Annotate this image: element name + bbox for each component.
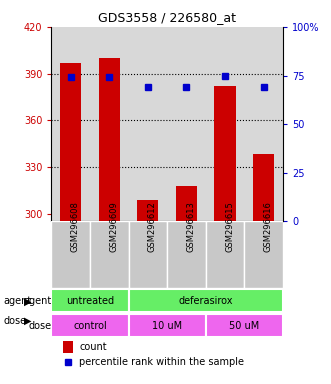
Text: control: control (73, 321, 107, 331)
Bar (60, 63, 81, 222)
Bar (176, 185, 197, 222)
FancyBboxPatch shape (90, 222, 128, 288)
FancyBboxPatch shape (51, 314, 128, 337)
FancyBboxPatch shape (206, 222, 244, 288)
Text: untreated: untreated (66, 296, 114, 306)
FancyBboxPatch shape (128, 314, 206, 337)
Text: 10 uM: 10 uM (152, 321, 182, 331)
Text: agent: agent (24, 296, 52, 306)
Text: count: count (79, 342, 107, 352)
Text: GSM296608: GSM296608 (71, 201, 80, 252)
FancyBboxPatch shape (128, 222, 167, 288)
FancyBboxPatch shape (244, 222, 283, 288)
Text: GSM296612: GSM296612 (148, 201, 157, 252)
Bar (63, 341, 73, 353)
Bar (253, 154, 274, 222)
FancyBboxPatch shape (51, 222, 90, 288)
FancyBboxPatch shape (128, 289, 283, 312)
Text: percentile rank within the sample: percentile rank within the sample (79, 357, 244, 367)
Bar (214, 86, 236, 222)
FancyBboxPatch shape (206, 314, 283, 337)
Text: deferasirox: deferasirox (178, 296, 233, 306)
Text: GSM296615: GSM296615 (225, 201, 234, 252)
Title: GDS3558 / 226580_at: GDS3558 / 226580_at (98, 11, 236, 24)
Text: GSM296613: GSM296613 (186, 201, 196, 252)
Bar (137, 200, 159, 222)
FancyBboxPatch shape (167, 222, 206, 288)
FancyBboxPatch shape (51, 289, 128, 312)
Text: 50 uM: 50 uM (229, 321, 260, 331)
Text: GSM296616: GSM296616 (264, 201, 273, 252)
Bar (99, 58, 120, 222)
Text: GSM296609: GSM296609 (109, 201, 118, 252)
Text: ▶: ▶ (24, 316, 32, 326)
Text: ▶: ▶ (24, 296, 32, 306)
Text: dose: dose (28, 321, 52, 331)
Text: agent: agent (3, 296, 31, 306)
Text: dose: dose (3, 316, 26, 326)
